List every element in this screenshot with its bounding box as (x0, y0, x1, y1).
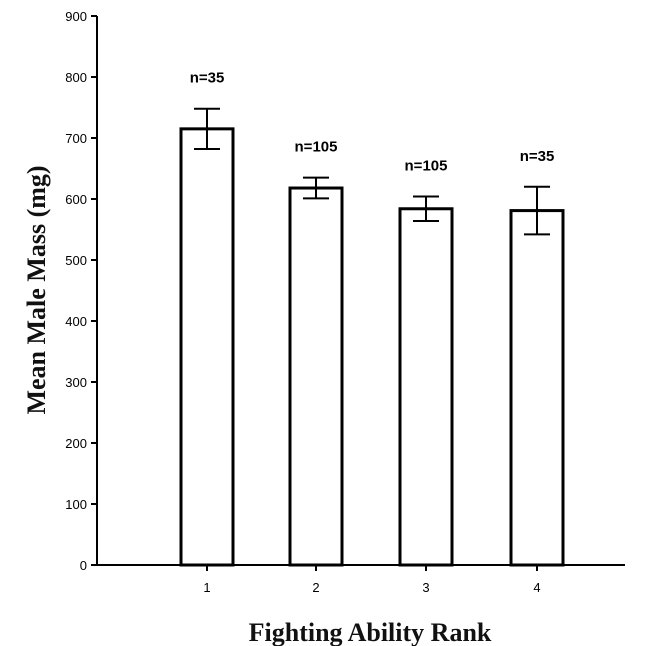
y-axis-title: Mean Male Mass (mg) (22, 165, 51, 414)
y-tick-label: 500 (65, 253, 87, 268)
sample-size-label: n=105 (295, 139, 338, 156)
x-tick-label: 4 (533, 580, 540, 595)
y-tick-label: 900 (65, 9, 87, 24)
y-tick-label: 200 (65, 436, 87, 451)
x-axis: 1 2 3 4 (97, 564, 625, 595)
y-tick-label: 100 (65, 497, 87, 512)
sample-size-label: n=105 (405, 158, 448, 175)
y-tick-label: 400 (65, 314, 87, 329)
x-tick-label: 2 (312, 580, 319, 595)
bar-rank-4 (509, 209, 565, 567)
y-tick-label: 800 (65, 70, 87, 85)
bar-rank-2 (288, 186, 344, 567)
x-tick-label: 3 (422, 580, 429, 595)
x-axis-title: Fighting Ability Rank (249, 618, 492, 646)
bar-rank-3 (398, 207, 454, 567)
y-axis: 0 100 200 300 400 500 600 700 800 900 (65, 9, 98, 573)
sample-size-label: n=35 (520, 148, 555, 165)
bars (179, 127, 565, 567)
sample-size-labels: n=35 n=105 n=105 n=35 (190, 70, 555, 175)
y-tick-label: 600 (65, 192, 87, 207)
y-tick-label: 700 (65, 131, 87, 146)
x-tick-label: 1 (203, 580, 210, 595)
y-tick-label: 0 (80, 558, 87, 573)
y-tick-label: 300 (65, 375, 87, 390)
bar-rank-1 (179, 127, 235, 567)
sample-size-label: n=35 (190, 70, 225, 87)
error-bars (194, 107, 550, 236)
